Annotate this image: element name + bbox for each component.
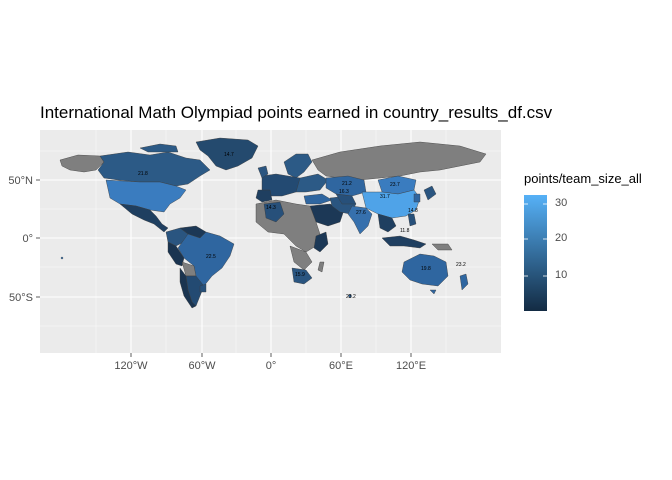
label-canada: 21.8 [138,171,148,177]
x-tick-0: 0° [266,360,277,372]
map-labels: 14.7 21.8 23.7 21.2 16.3 31.7 27.6 14.3 … [138,152,466,300]
label-uzbekistan: 16.3 [339,189,349,195]
country-shapes [59,137,487,309]
x-tick-60w: 60°W [188,360,216,372]
uk-shape [257,165,269,179]
southeast-asia-shape [377,213,397,233]
label-kazakhstan: 21.2 [342,181,352,187]
label-kerguelen: 23.2 [346,294,356,300]
kerguelen-shape [348,294,352,298]
india-shape [347,205,373,235]
legend-tick-10: 10 [555,269,568,281]
y-tick-0: 0° [22,233,33,245]
turkey-shape [303,193,333,205]
canada-shape [97,151,211,187]
legend-tick-20: 20 [555,232,568,244]
hawaii-shape [60,256,64,260]
kazakhstan-shape [325,175,367,197]
uzbekistan-shape [335,193,357,205]
label-philippines: 14.8 [408,208,418,214]
y-tick-50n: 50°N [8,175,33,187]
arctic-islands-shape [139,143,179,153]
central-africa-shape [289,245,313,271]
south-africa-shape [291,267,313,285]
label-australia: 19.8 [421,266,431,272]
label-new-zealand: 23.2 [456,262,466,268]
label-algeria: 14.3 [266,205,276,211]
brazil-shape [177,231,235,287]
china-shape [361,189,421,219]
label-indonesia: 11.8 [400,228,410,234]
new-zealand-shape [459,273,469,291]
scandinavia-shape [283,153,313,179]
uruguay-shape [199,283,207,293]
korea-shape [413,193,421,203]
y-tick-50s: 50°S [9,292,33,304]
eastern-europe-shape [295,173,329,193]
label-south-africa: 15.9 [295,272,305,278]
label-mongolia: 23.7 [390,182,400,188]
papua-shape [431,243,453,251]
plot-title: International Math Olympiad points earne… [40,103,553,122]
label-india: 27.6 [356,210,366,216]
chile-shape [179,267,197,309]
greenland-shape [195,137,259,171]
legend-colorbar [524,195,547,311]
label-china: 31.7 [380,194,390,200]
east-africa-shape [313,231,329,253]
x-tick-60e: 60°E [329,360,353,372]
legend-tick-marks [524,203,547,277]
legend-tick-30: 30 [555,197,568,209]
label-greenland: 14.7 [224,152,234,158]
iberia-shape [255,189,273,203]
tasmania-shape [429,289,437,295]
x-tick-120e: 120°E [396,360,426,372]
mexico-shape [119,203,169,233]
philippines-shape [407,213,417,227]
algeria-shape [263,201,285,223]
alaska-shape [59,154,105,173]
x-tick-120w: 120°W [114,360,148,372]
australia-shape [401,253,449,287]
axis-ticks [36,179,412,357]
madagascar-shape [317,261,325,273]
legend-title: points/team_size_all [524,171,642,186]
label-brazil: 22.5 [206,254,216,260]
japan-shape [423,185,437,201]
peru-shape [167,241,185,267]
indonesia-shape [381,235,427,249]
